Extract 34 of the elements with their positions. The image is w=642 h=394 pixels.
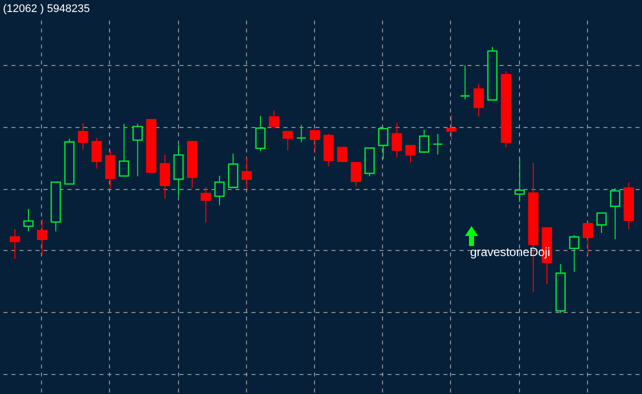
candlestick	[255, 115, 266, 152]
candlestick	[10, 228, 20, 260]
candlestick	[23, 208, 34, 232]
candlestick	[460, 64, 470, 100]
candlestick	[310, 130, 320, 154]
candlestick	[446, 114, 457, 140]
candlestick	[132, 123, 143, 177]
candlestick	[610, 188, 620, 240]
candlestick	[296, 124, 306, 143]
candlestick	[474, 83, 484, 117]
candlestick	[569, 234, 580, 272]
candlestick	[337, 146, 348, 163]
candlestick	[78, 122, 88, 150]
candlestick	[228, 153, 238, 188]
candlestick	[160, 154, 170, 200]
candlestick	[92, 137, 102, 170]
candlestick	[268, 110, 280, 130]
candlestick	[36, 218, 48, 256]
candlestick	[242, 156, 252, 190]
candlestick	[582, 222, 594, 256]
candlestick	[405, 145, 416, 163]
candlestick	[105, 150, 116, 188]
candlestick	[419, 129, 430, 153]
candlestick	[596, 212, 607, 234]
candlestick	[214, 175, 225, 206]
candlestick	[282, 130, 293, 151]
chart-title: (12062 ) 5948235	[3, 3, 90, 15]
candlestick	[118, 123, 130, 177]
candlestick	[378, 128, 388, 160]
candlestick	[350, 161, 362, 187]
candlestick	[200, 186, 211, 223]
candlestick	[392, 122, 402, 158]
candlestick	[432, 133, 443, 155]
candlestick	[514, 158, 525, 203]
